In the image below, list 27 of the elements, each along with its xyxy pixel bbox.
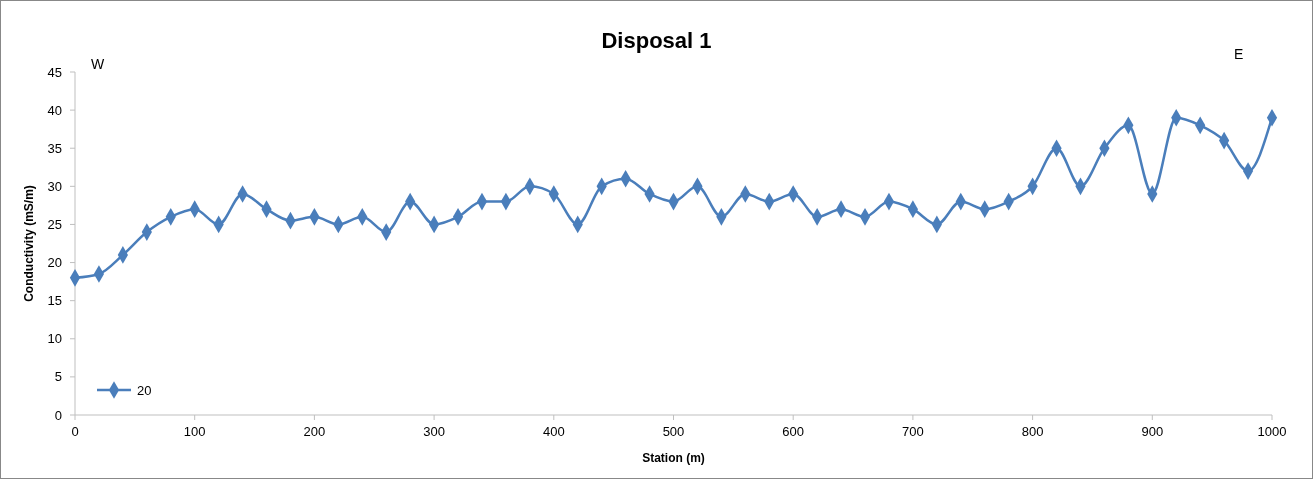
text: E — [1234, 46, 1244, 62]
x-tick-label: 0 — [71, 424, 79, 439]
y-tick-label: 0 — [54, 407, 62, 423]
y-tick-label: 15 — [47, 293, 62, 309]
y-tick-label: 10 — [47, 331, 62, 347]
x-tick-label: 1000 — [1257, 424, 1287, 439]
x-tick-label: 900 — [1141, 424, 1164, 439]
x-tick-label: 500 — [662, 424, 685, 439]
x-tick-label: 100 — [183, 424, 206, 439]
y-tick-label: 40 — [47, 102, 62, 118]
x-tick-label: 700 — [902, 424, 924, 439]
x-tick-label: 300 — [423, 424, 445, 439]
x-axis-title: Station (m) — [642, 451, 705, 465]
x-tick-label: 600 — [782, 424, 805, 439]
x-tick-label: 800 — [1021, 424, 1044, 439]
annotation: W — [91, 56, 105, 72]
y-tick-label: 5 — [54, 369, 62, 385]
x-tick-label: 400 — [542, 424, 565, 439]
y-tick-label: 20 — [47, 255, 62, 271]
x-tick-label: 200 — [303, 424, 326, 439]
y-tick-label: 35 — [47, 140, 62, 156]
chart-title: Disposal 1 — [601, 28, 712, 53]
y-tick-label: 30 — [47, 178, 62, 194]
y-axis-title: Conductivity (mS/m) — [22, 185, 36, 302]
legend-label: 20 — [137, 382, 152, 398]
y-tick-label: 25 — [47, 216, 62, 232]
y-tick-label: 45 — [47, 64, 62, 80]
